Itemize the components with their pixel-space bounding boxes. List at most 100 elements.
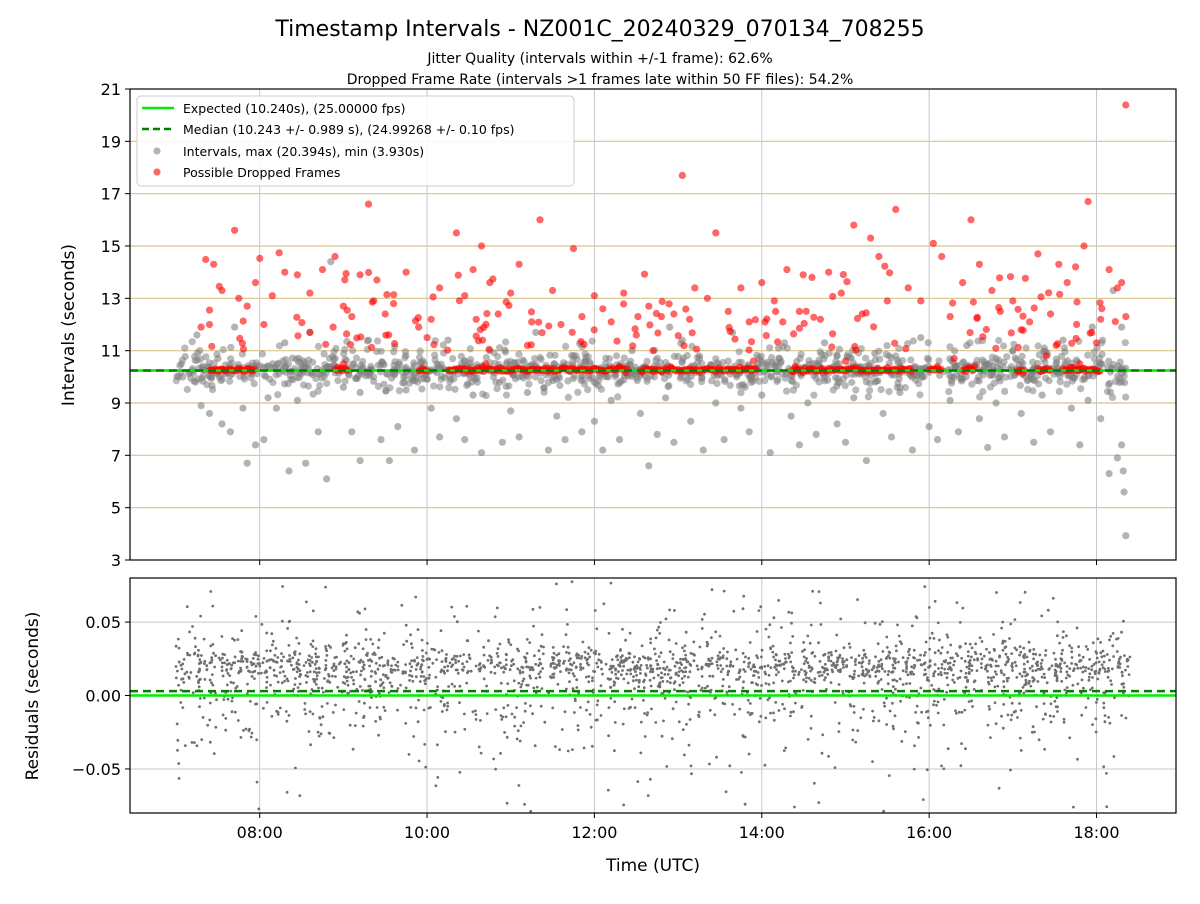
residual-point	[1105, 805, 1108, 808]
interval-point	[968, 381, 975, 388]
residual-point	[807, 738, 810, 741]
residual-point	[1053, 652, 1056, 655]
residual-point	[410, 659, 413, 662]
residual-point	[742, 668, 745, 671]
residual-point	[892, 657, 895, 660]
residual-point	[239, 660, 242, 663]
interval-point	[184, 386, 191, 393]
residual-point	[253, 670, 256, 673]
residual-point	[1102, 650, 1105, 653]
residual-point	[758, 720, 761, 723]
dropped-frame-point	[649, 347, 656, 354]
dropped-frame-point	[1015, 344, 1022, 351]
residual-point	[465, 605, 468, 608]
residual-point	[789, 642, 792, 645]
residual-point	[265, 649, 268, 652]
residual-point	[198, 658, 201, 661]
residual-point	[296, 666, 299, 669]
residual-point	[701, 675, 704, 678]
residual-point	[1015, 664, 1018, 667]
residual-point	[221, 635, 224, 638]
residual-point	[389, 681, 392, 684]
residual-point	[198, 670, 201, 673]
residual-point	[879, 623, 882, 626]
residual-point	[593, 670, 596, 673]
residual-point	[747, 662, 750, 665]
interval-point	[775, 345, 782, 352]
interval-point	[353, 355, 360, 362]
residuals-y-axis-label: Residuals (seconds)	[23, 612, 43, 781]
residual-point	[768, 683, 771, 686]
interval-point	[1057, 378, 1064, 385]
residual-point	[790, 622, 793, 625]
dropped-frame-point	[641, 271, 648, 278]
residual-point	[637, 661, 640, 664]
dropped-frame-point	[545, 322, 552, 329]
dropped-frame-point	[202, 256, 209, 263]
interval-point	[502, 338, 509, 345]
residual-point	[500, 682, 503, 685]
residual-point	[738, 708, 741, 711]
residual-point	[534, 744, 537, 747]
residual-point	[763, 665, 766, 668]
residual-point	[508, 641, 511, 644]
residual-point	[222, 698, 225, 701]
residual-point	[1007, 660, 1010, 663]
residual-point	[231, 700, 234, 703]
residual-point	[350, 655, 353, 658]
interval-point	[218, 420, 225, 427]
residual-point	[438, 651, 441, 654]
residual-point	[609, 697, 612, 700]
residual-point	[781, 680, 784, 683]
residual-point	[446, 705, 449, 708]
interval-point	[318, 374, 325, 381]
residual-point	[669, 650, 672, 653]
interval-point	[957, 374, 964, 381]
residual-point	[684, 657, 687, 660]
dropped-frame-point	[886, 269, 893, 276]
residual-point	[747, 657, 750, 660]
residual-point	[369, 638, 372, 641]
residual-point	[942, 724, 945, 727]
residual-point	[258, 665, 261, 668]
residual-point	[431, 662, 434, 665]
residual-point	[408, 753, 411, 756]
dropped-frame-point	[1056, 291, 1063, 298]
residual-point	[614, 673, 617, 676]
residual-point	[971, 705, 974, 708]
residual-point	[1128, 673, 1131, 676]
interval-point	[453, 415, 460, 422]
residual-point	[622, 678, 625, 681]
residual-point	[922, 798, 925, 801]
residual-point	[182, 681, 185, 684]
interval-point	[391, 358, 398, 365]
residual-point	[806, 635, 809, 638]
dropped-frame-point	[771, 297, 778, 304]
interval-point	[963, 342, 970, 349]
dropped-frame-point	[461, 292, 468, 299]
dropped-frame-point	[557, 321, 564, 328]
residual-point	[466, 639, 469, 642]
intervals-y-tick-label: 11	[101, 342, 121, 361]
residual-point	[1018, 702, 1021, 705]
residual-point	[320, 723, 323, 726]
interval-point	[269, 379, 276, 386]
dropped-frame-point	[691, 284, 698, 291]
residual-point	[506, 682, 509, 685]
residual-point	[390, 685, 393, 688]
residual-point	[468, 654, 471, 657]
residual-point	[260, 672, 263, 675]
residual-point	[911, 625, 914, 628]
residual-point	[1003, 685, 1006, 688]
residual-point	[620, 656, 623, 659]
interval-point	[602, 355, 609, 362]
residual-point	[537, 664, 540, 667]
interval-point	[461, 436, 468, 443]
residual-point	[854, 658, 857, 661]
residual-point	[1107, 716, 1110, 719]
residual-point	[1086, 648, 1089, 651]
residual-point	[941, 646, 944, 649]
residual-point	[231, 697, 234, 700]
residual-point	[390, 664, 393, 667]
residual-point	[232, 682, 235, 685]
